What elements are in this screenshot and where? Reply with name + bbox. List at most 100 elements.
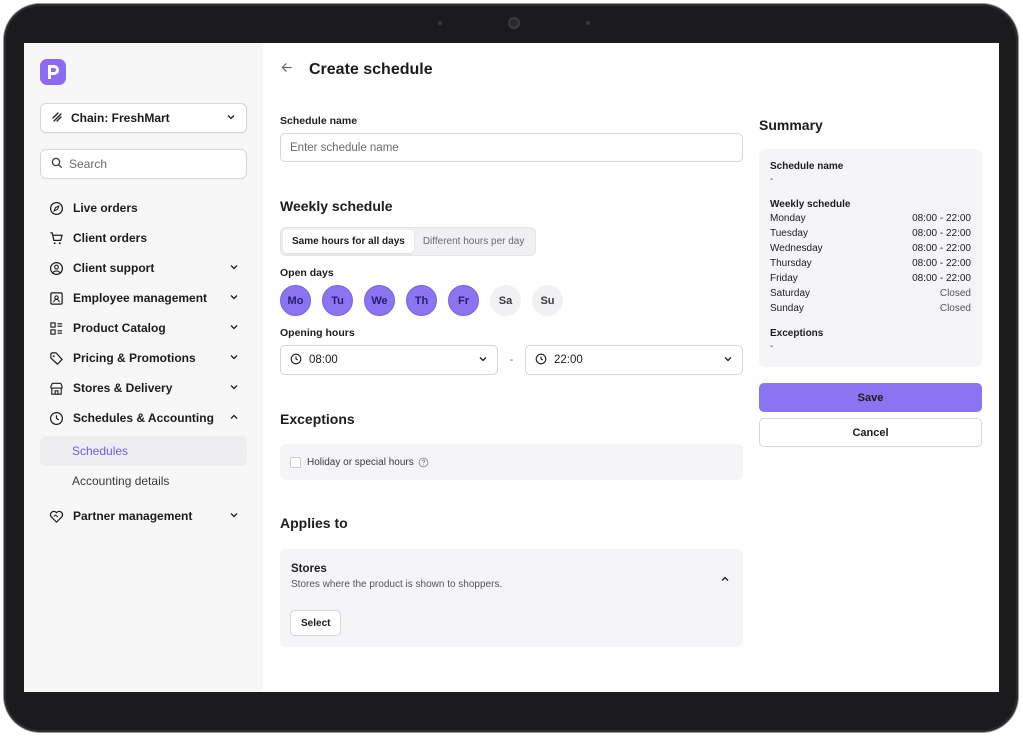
stores-description: Stores where the product is shown to sho… xyxy=(291,579,503,590)
holiday-checkbox-label: Holiday or special hours xyxy=(307,456,414,468)
nav-sub-accounting-details[interactable]: Accounting details xyxy=(72,474,170,488)
summary-day: Friday xyxy=(770,273,798,284)
summary-hours: 08:00 - 22:00 xyxy=(912,273,971,284)
sensor-dot xyxy=(438,21,442,25)
nav-label: Partner management xyxy=(73,509,193,523)
nav-client-support[interactable]: Client support xyxy=(40,253,247,283)
day-th[interactable]: Th xyxy=(406,285,437,316)
cancel-button[interactable]: Cancel xyxy=(759,418,982,447)
summary-day: Sunday xyxy=(770,303,804,314)
sidebar: Chain: FreshMart Search Live orders Clie… xyxy=(24,43,263,692)
open-time-value: 08:00 xyxy=(309,354,338,366)
open-time-select[interactable]: 08:00 xyxy=(280,345,498,375)
summary-row: Thursday 08:00 - 22:00 xyxy=(770,256,971,271)
summary-hours: 08:00 - 22:00 xyxy=(912,228,971,239)
nav-pricing-promotions[interactable]: Pricing & Promotions xyxy=(40,343,247,373)
chevron-down-icon xyxy=(229,291,239,305)
nav-partner-management[interactable]: Partner management xyxy=(40,501,247,531)
holiday-checkbox[interactable] xyxy=(290,456,301,468)
summary-row: Wednesday 08:00 - 22:00 xyxy=(770,241,971,256)
schedule-name-input[interactable]: Enter schedule name xyxy=(280,133,743,162)
clock-icon xyxy=(290,353,302,368)
chevron-up-icon xyxy=(229,411,239,425)
chain-selector[interactable]: Chain: FreshMart xyxy=(40,103,247,133)
close-time-select[interactable]: 22:00 xyxy=(524,345,743,375)
time-separator: - xyxy=(509,354,514,366)
page-header: Create schedule xyxy=(280,61,433,79)
summary-exceptions-label: Exceptions xyxy=(770,328,824,339)
chevron-down-icon xyxy=(229,321,239,335)
summary-hours: 08:00 - 22:00 xyxy=(912,213,971,224)
chain-icon xyxy=(51,111,63,126)
nav-stores-delivery[interactable]: Stores & Delivery xyxy=(40,373,247,403)
day-tu[interactable]: Tu xyxy=(322,285,353,316)
summary-weekly-label: Weekly schedule xyxy=(770,199,851,210)
day-mo[interactable]: Mo xyxy=(280,285,311,316)
close-time-value: 22:00 xyxy=(553,354,583,366)
select-stores-button[interactable]: Select xyxy=(290,610,342,636)
day-we[interactable]: We xyxy=(364,285,395,316)
nav-employee-management[interactable]: Employee management xyxy=(40,283,247,313)
nav-label: Client orders xyxy=(73,231,148,245)
nav-product-catalog[interactable]: Product Catalog xyxy=(40,313,247,343)
page-title: Create schedule xyxy=(309,61,433,78)
summary-day: Saturday xyxy=(770,288,811,299)
nav-label: Stores & Delivery xyxy=(73,381,173,395)
handshake-heart-icon xyxy=(48,508,64,524)
summary-exceptions-value: - xyxy=(770,341,774,352)
app-logo[interactable] xyxy=(40,59,66,85)
chevron-down-icon xyxy=(229,351,239,365)
id-card-icon xyxy=(48,290,64,306)
open-days-label: Open days xyxy=(280,267,334,279)
catalog-icon xyxy=(48,320,64,336)
chevron-down-icon xyxy=(723,354,733,367)
summary-hours: 08:00 - 22:00 xyxy=(912,243,971,254)
nav-schedules-accounting[interactable]: Schedules & Accounting xyxy=(40,403,247,433)
day-su[interactable]: Su xyxy=(532,285,563,316)
weekly-schedule-title: Weekly schedule xyxy=(280,198,393,214)
cart-icon xyxy=(48,230,64,246)
back-arrow-icon[interactable] xyxy=(280,61,293,79)
summary-card: Schedule name - Weekly schedule Monday 08… xyxy=(759,149,982,367)
mode-same-hours[interactable]: Same hours for all days xyxy=(283,230,414,253)
chevron-down-icon xyxy=(229,381,239,395)
applies-to-title: Applies to xyxy=(280,515,348,531)
search-input[interactable]: Search xyxy=(40,149,247,179)
summary-title: Summary xyxy=(759,117,823,133)
exceptions-box: Holiday or special hours xyxy=(280,444,743,480)
schedule-name-label: Schedule name xyxy=(280,115,358,127)
schedule-form: Schedule name Enter schedule name Weekly… xyxy=(280,115,743,647)
exceptions-title: Exceptions xyxy=(280,411,355,427)
store-icon xyxy=(48,380,64,396)
compass-icon xyxy=(48,200,64,216)
chevron-up-icon[interactable] xyxy=(720,571,730,589)
clock-icon xyxy=(535,353,547,368)
nav-label: Employee management xyxy=(73,291,208,305)
day-fr[interactable]: Fr xyxy=(448,285,479,316)
mode-different-hours[interactable]: Different hours per day xyxy=(422,236,525,247)
nav-sub-schedules[interactable]: Schedules xyxy=(40,436,247,466)
search-placeholder: Search xyxy=(69,157,108,171)
summary-row: Friday 08:00 - 22:00 xyxy=(770,271,971,286)
app-screen: Chain: FreshMart Search Live orders Clie… xyxy=(24,43,999,692)
summary-hours: Closed xyxy=(939,303,971,314)
nav-label: Pricing & Promotions xyxy=(73,351,196,365)
summary-panel: Summary Schedule name - Weekly schedule … xyxy=(759,117,982,447)
nav-label: Live orders xyxy=(73,201,138,215)
help-icon[interactable] xyxy=(418,457,429,468)
day-sa[interactable]: Sa xyxy=(490,285,521,316)
summary-row: Monday 08:00 - 22:00 xyxy=(770,211,971,226)
nav-client-orders[interactable]: Client orders xyxy=(40,223,247,253)
summary-row: Sunday Closed xyxy=(770,301,971,316)
camera xyxy=(508,17,520,29)
sensor-dot xyxy=(586,21,590,25)
summary-day: Tuesday xyxy=(770,228,808,239)
nav-live-orders[interactable]: Live orders xyxy=(40,193,247,223)
summary-hours: 08:00 - 22:00 xyxy=(912,258,971,269)
chevron-down-icon xyxy=(229,509,239,523)
save-button[interactable]: Save xyxy=(759,383,982,412)
opening-hours-label: Opening hours xyxy=(280,327,355,339)
schedule-name-placeholder: Enter schedule name xyxy=(290,141,399,154)
summary-row: Tuesday 08:00 - 22:00 xyxy=(770,226,971,241)
summary-day: Wednesday xyxy=(770,243,823,254)
